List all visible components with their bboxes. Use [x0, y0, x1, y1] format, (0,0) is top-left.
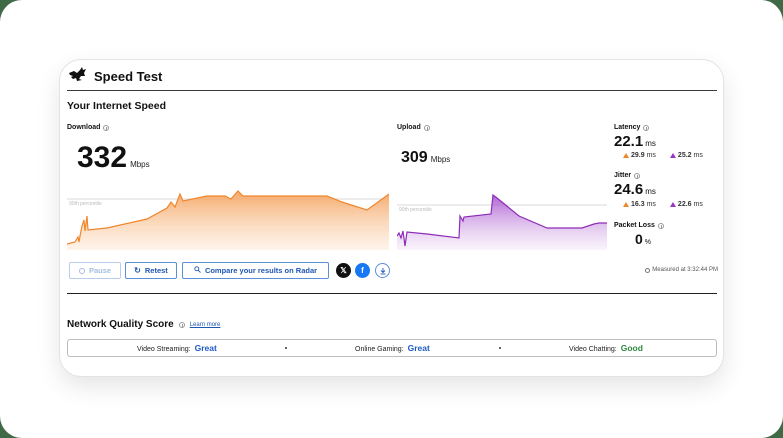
- latency-label-text: Latency: [614, 124, 641, 131]
- jitter-download: 16.3 ms: [623, 201, 656, 208]
- download-icon[interactable]: [375, 263, 390, 278]
- upload-unit: Mbps: [430, 155, 451, 164]
- download-number: 332: [77, 141, 128, 174]
- separator-dot: [499, 347, 501, 349]
- upload-number: 309: [401, 149, 428, 166]
- compare-radar-button[interactable]: Compare your results on Radar: [182, 262, 329, 279]
- jitter-value: 24.6 ms: [614, 181, 656, 199]
- app-title: Speed Test: [94, 68, 163, 84]
- pause-icon: [78, 267, 85, 274]
- latency-unit: ms: [645, 139, 656, 148]
- section-divider: [67, 293, 717, 294]
- info-icon[interactable]: [643, 124, 650, 131]
- info-icon[interactable]: [423, 124, 430, 131]
- separator-dot: [285, 347, 287, 349]
- facebook-icon[interactable]: f: [355, 263, 370, 278]
- latency-number: 22.1: [614, 133, 644, 150]
- network-quality-title: Network Quality Score: [67, 319, 174, 330]
- info-icon[interactable]: [634, 172, 641, 179]
- jitter-label: Jitter: [614, 172, 641, 179]
- packet-loss-value: 0%: [635, 231, 651, 249]
- latency-download: 29.9 ms: [623, 152, 656, 159]
- retest-button[interactable]: ↻ Retest: [125, 262, 177, 279]
- download-label-text: Download: [67, 124, 101, 131]
- info-icon[interactable]: [657, 222, 664, 229]
- packet-loss-label: Packet Loss: [614, 222, 664, 229]
- jitter-unit: ms: [645, 187, 656, 196]
- speed-test-card: Speed Test Your Internet Speed Download …: [59, 59, 724, 377]
- section-title: Your Internet Speed: [67, 100, 166, 112]
- refresh-icon: ↻: [134, 266, 141, 275]
- clock-icon: [645, 267, 651, 273]
- jitter-breakdown: 16.3 ms 22.6 ms: [623, 201, 703, 208]
- network-quality-header: Network Quality Score Learn more: [67, 319, 220, 330]
- score-video-chatting: Video Chatting: Good: [569, 343, 643, 353]
- measured-timestamp: Measured at 3:32:44 PM: [645, 267, 718, 273]
- info-icon[interactable]: [103, 124, 110, 131]
- upload-label-text: Upload: [397, 124, 421, 131]
- jitter-label-text: Jitter: [614, 172, 632, 179]
- search-icon: [194, 266, 201, 275]
- latency-breakdown: 29.9 ms 25.2 ms: [623, 152, 703, 159]
- packet-loss-unit: %: [644, 239, 652, 246]
- packet-loss-label-text: Packet Loss: [614, 222, 655, 229]
- download-triangle-icon: [623, 201, 629, 207]
- download-unit: Mbps: [130, 160, 150, 169]
- download-value: 332 Mbps: [77, 141, 150, 175]
- latency-label: Latency: [614, 124, 650, 131]
- download-label: Download: [67, 124, 110, 131]
- svg-text:90th percentile: 90th percentile: [399, 207, 432, 213]
- upload-triangle-icon: [669, 201, 676, 207]
- jitter-number: 24.6: [614, 181, 644, 198]
- x-icon[interactable]: 𝕏: [336, 263, 351, 278]
- latency-upload: 25.2 ms: [669, 152, 703, 159]
- jitter-upload: 22.6 ms: [669, 201, 703, 208]
- score-video-streaming: Video Streaming: Great: [137, 343, 217, 353]
- latency-value: 22.1 ms: [614, 133, 656, 151]
- header: Speed Test: [68, 66, 162, 86]
- upload-value: 309 Mbps: [401, 149, 450, 167]
- learn-more-link[interactable]: Learn more: [189, 321, 221, 328]
- download-triangle-icon: [623, 152, 629, 158]
- download-chart: 90th percentile: [67, 190, 389, 250]
- info-icon[interactable]: [178, 321, 185, 328]
- pause-button[interactable]: Pause: [69, 262, 121, 279]
- header-divider: [67, 90, 717, 91]
- cloudflare-rabbit-icon: [68, 66, 87, 86]
- upload-chart: 90th percentile: [397, 193, 607, 250]
- upload-label: Upload: [397, 124, 430, 131]
- score-online-gaming: Online Gaming: Great: [355, 343, 430, 353]
- upload-triangle-icon: [669, 152, 676, 158]
- svg-text:90th percentile: 90th percentile: [69, 201, 102, 207]
- network-quality-scores: Video Streaming: Great Online Gaming: Gr…: [67, 339, 717, 357]
- packet-loss-number: 0: [635, 231, 643, 247]
